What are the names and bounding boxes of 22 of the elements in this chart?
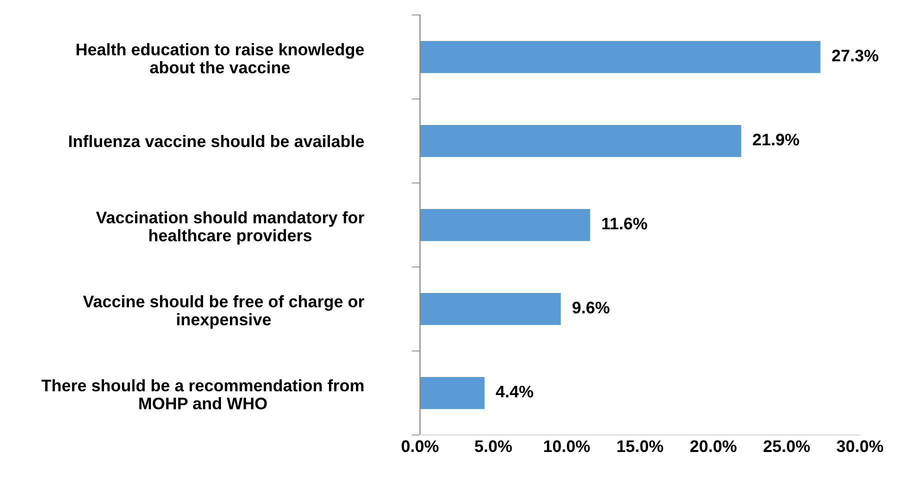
y-tick-label: There should be a recommendation from MOHP and WHO <box>41 379 364 410</box>
x-tick-label: 30.0% <box>836 440 884 452</box>
data-label: 21.9% <box>752 134 800 146</box>
x-tick-label: 0.0% <box>402 440 439 452</box>
y-tick-label: Influenza vaccine should be available <box>69 134 364 148</box>
bar <box>420 209 590 241</box>
data-label: 27.3% <box>832 50 878 62</box>
data-label: 4.4% <box>496 386 534 398</box>
data-label: 11.6% <box>602 218 648 230</box>
x-tick-label: 5.0% <box>474 440 512 452</box>
y-tick-label: Vaccine should be free of charge or inexpensive <box>83 295 364 329</box>
bar <box>420 41 820 73</box>
data-label: 9.6% <box>572 302 610 314</box>
x-tick-label: 25.0% <box>764 440 810 452</box>
y-tick-label: Vaccination should mandatory for healthcare providers <box>96 211 364 245</box>
x-tick-label: 20.0% <box>690 440 737 452</box>
bar <box>420 125 742 157</box>
bar <box>420 377 485 409</box>
x-tick-label: 15.0% <box>617 440 664 452</box>
x-tick-label: 10.0% <box>544 440 590 452</box>
y-tick-label: Health education to raise knowledge about the vaccine <box>76 43 364 74</box>
bar <box>420 293 561 325</box>
